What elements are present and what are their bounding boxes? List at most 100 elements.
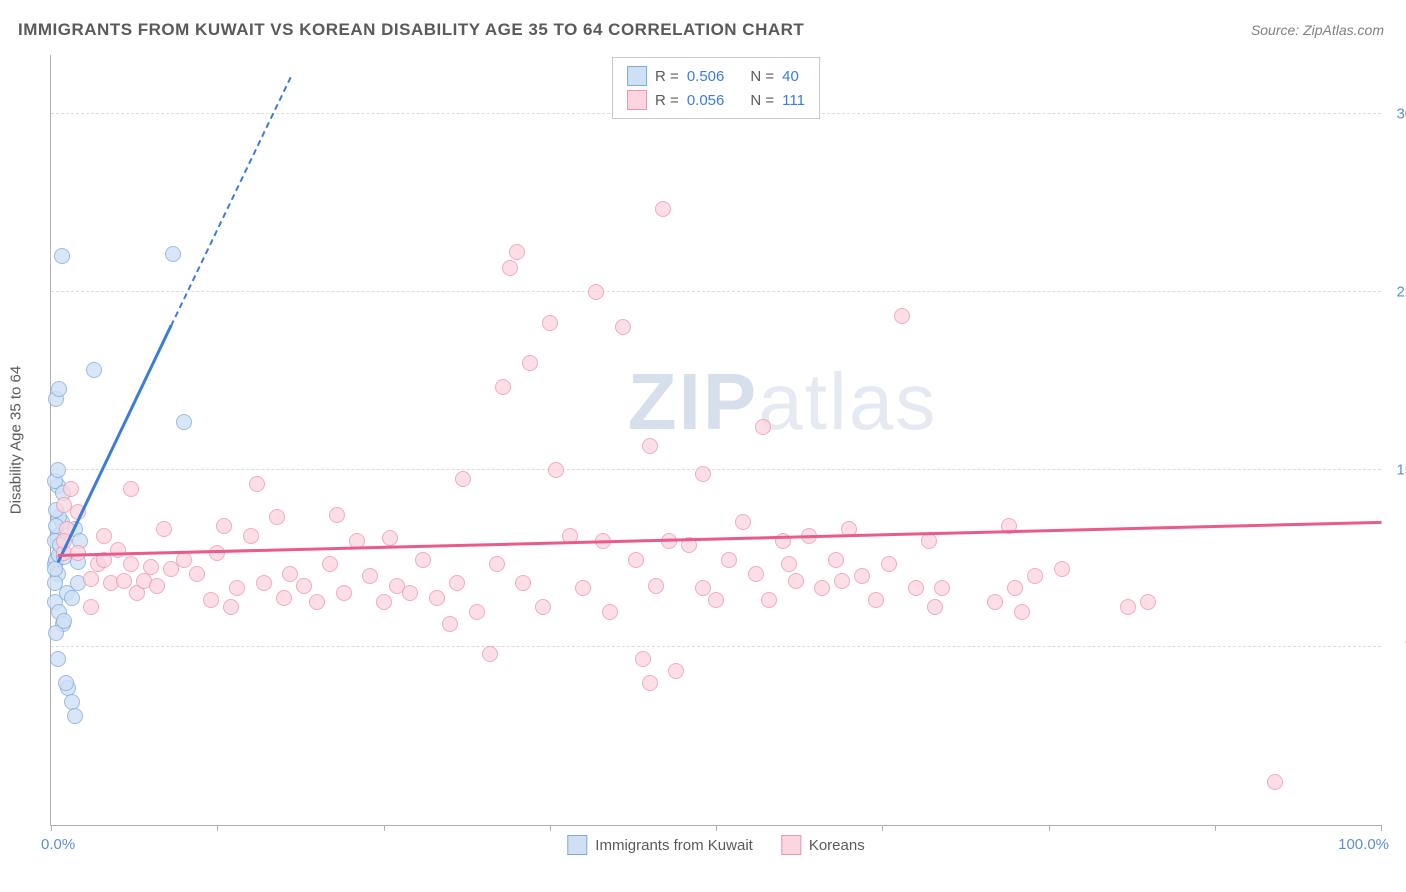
data-point [329,507,345,523]
y-tick-label: 22.5% [1387,283,1406,300]
data-point [515,575,531,591]
data-point [223,599,239,615]
watermark: ZIPatlas [628,356,937,448]
data-point [655,201,671,217]
data-point [668,663,684,679]
y-tick-label: 30.0% [1387,106,1406,123]
data-point [216,518,232,534]
data-point [54,248,70,264]
x-axis-max-label: 100.0% [1338,836,1389,853]
data-point [602,604,618,620]
y-tick-label: 7.5% [1387,639,1406,656]
data-point [761,592,777,608]
data-point [455,471,471,487]
data-point [542,315,558,331]
x-axis-min-label: 0.0% [41,836,75,853]
data-point [575,580,591,596]
data-point [908,580,924,596]
data-point [309,594,325,610]
data-point [50,651,66,667]
data-point [64,590,80,606]
data-point [927,599,943,615]
data-point [781,556,797,572]
data-point [987,594,1003,610]
plot-area: Disability Age 35 to 64 7.5%15.0%22.5%30… [50,55,1381,826]
swatch-kuwait [627,66,647,86]
data-point [1054,561,1070,577]
data-point [881,556,897,572]
y-tick-label: 15.0% [1387,461,1406,478]
data-point [509,244,525,260]
data-point [322,556,338,572]
data-point [522,355,538,371]
data-point [828,552,844,568]
data-point [934,580,950,596]
data-point [429,590,445,606]
legend-row-koreans: R = 0.056 N = 111 [627,88,805,112]
data-point [615,319,631,335]
data-point [1007,580,1023,596]
data-point [156,521,172,537]
data-point [1027,568,1043,584]
data-point [86,362,102,378]
data-point [116,573,132,589]
data-point [165,246,181,262]
legend-item-koreans: Koreans [781,835,865,855]
data-point [296,578,312,594]
data-point [96,528,112,544]
data-point [814,580,830,596]
data-point [495,379,511,395]
data-point [642,675,658,691]
data-point [894,308,910,324]
data-point [376,594,392,610]
data-point [635,651,651,667]
data-point [588,284,604,300]
data-point [47,575,63,591]
trend-line [170,77,291,327]
swatch-koreans [627,90,647,110]
data-point [788,573,804,589]
data-point [628,552,644,568]
correlation-legend: R = 0.506 N = 40 R = 0.056 N = 111 [612,57,820,119]
data-point [415,552,431,568]
data-point [58,675,74,691]
data-point [854,568,870,584]
swatch-kuwait-icon [567,835,587,855]
data-point [695,466,711,482]
data-point [442,616,458,632]
data-point [402,585,418,601]
data-point [868,592,884,608]
data-point [83,571,99,587]
data-point [362,568,378,584]
data-point [1014,604,1030,620]
data-point [336,585,352,601]
data-point [1120,599,1136,615]
data-point [708,592,724,608]
data-point [143,559,159,575]
data-point [243,528,259,544]
data-point [189,566,205,582]
data-point [256,575,272,591]
data-point [489,556,505,572]
data-point [229,580,245,596]
data-point [834,573,850,589]
data-point [203,592,219,608]
swatch-koreans-icon [781,835,801,855]
series-legend: Immigrants from Kuwait Koreans [567,835,864,855]
legend-item-kuwait: Immigrants from Kuwait [567,835,753,855]
data-point [149,578,165,594]
data-point [67,708,83,724]
source-attribution: Source: ZipAtlas.com [1251,22,1384,38]
data-point [282,566,298,582]
data-point [176,414,192,430]
data-point [83,599,99,615]
data-point [648,578,664,594]
data-point [548,462,564,478]
data-point [1267,774,1283,790]
data-point [382,530,398,546]
data-point [269,509,285,525]
data-point [755,419,771,435]
data-point [721,552,737,568]
chart-title: IMMIGRANTS FROM KUWAIT VS KOREAN DISABIL… [18,20,804,40]
data-point [449,575,465,591]
